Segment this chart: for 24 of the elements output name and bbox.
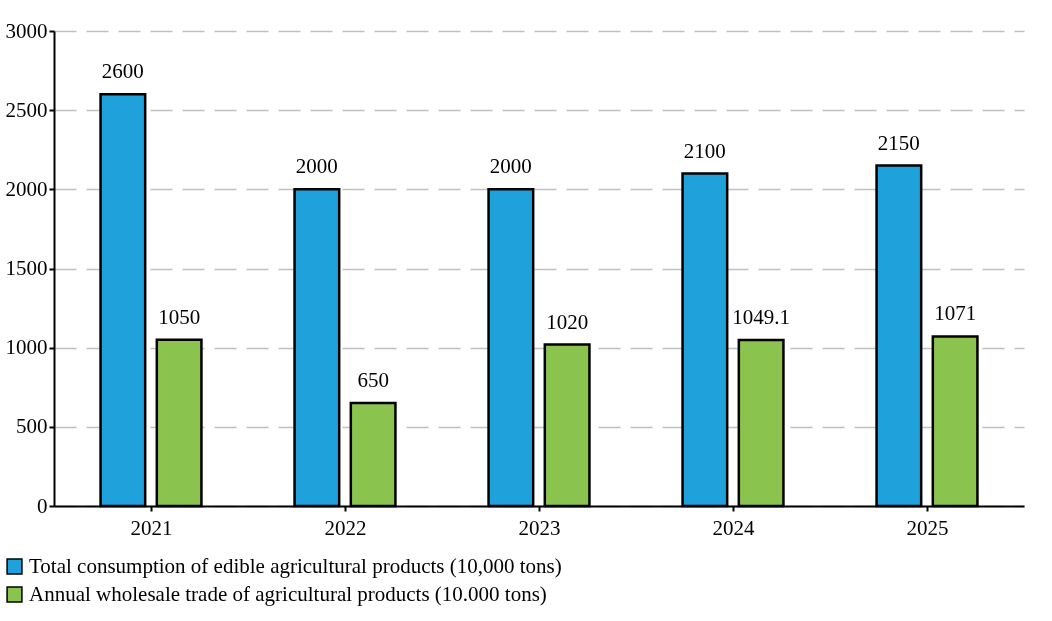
x-tick-label: 2021: [130, 515, 173, 540]
x-tick-label: 2022: [324, 515, 367, 540]
y-tick-label: 2000: [5, 176, 48, 201]
data-label: 650: [357, 368, 389, 393]
data-label: 2600: [101, 59, 144, 84]
y-tick-label: 1000: [5, 335, 48, 360]
data-label: 2150: [877, 130, 920, 155]
data-label: 1020: [546, 309, 589, 334]
data-label: 1050: [158, 304, 201, 329]
x-tick-label: 2025: [906, 515, 949, 540]
y-tick-label: 3000: [5, 18, 48, 43]
legend-label: Total consumption of edible agricultural products (10,000 tons): [29, 553, 562, 578]
x-tick-label: 2023: [518, 515, 561, 540]
data-label: 2100: [683, 138, 726, 163]
data-label: 2000: [489, 154, 532, 179]
x-tick-label: 2024: [712, 515, 755, 540]
legend-label: Annual wholesale trade of agricultural products (10.000 tons): [29, 581, 547, 606]
y-tick-label: 2500: [5, 97, 48, 122]
data-label: 2000: [295, 154, 338, 179]
data-label: 1049.1: [732, 304, 791, 329]
data-label: 1071: [934, 301, 977, 326]
y-tick-label: 500: [16, 414, 48, 439]
y-tick-label: 1500: [5, 256, 48, 280]
y-tick-label: 0: [37, 493, 48, 518]
